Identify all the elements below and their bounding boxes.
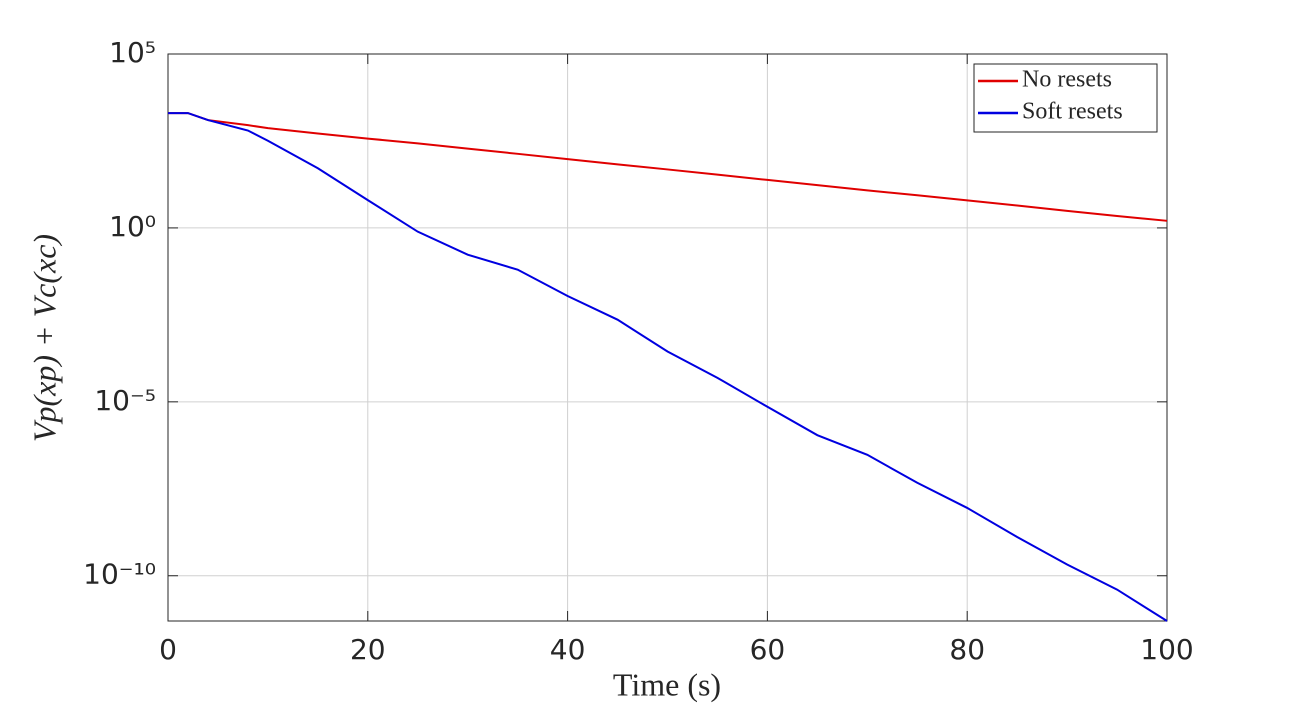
line-series [168, 112, 1168, 222]
x-tick-label: 20 [350, 633, 386, 666]
x-tick-label: 80 [949, 633, 985, 666]
legend-label: No resets [1022, 67, 1112, 93]
x-tick-label: 100 [1140, 633, 1193, 666]
y-tick-label: 10⁵ [109, 36, 156, 69]
x-tick-label: 40 [550, 633, 586, 666]
y-tick-label: 10⁻⁵ [94, 384, 156, 417]
y-axis-label: Vp(xp) + Vc(xc) [26, 234, 62, 442]
legend-label: Soft resets [1022, 99, 1123, 125]
plot-frame [167, 53, 1168, 622]
y-tick-label: 10⁰ [109, 210, 156, 243]
y-tick-label: 10⁻¹⁰ [83, 558, 156, 591]
x-axis-label: Time (s) [613, 666, 721, 702]
x-tick-label: 60 [750, 633, 786, 666]
x-tick-label: 0 [159, 633, 177, 666]
legend-box [973, 63, 1158, 133]
line-series [168, 112, 1168, 622]
